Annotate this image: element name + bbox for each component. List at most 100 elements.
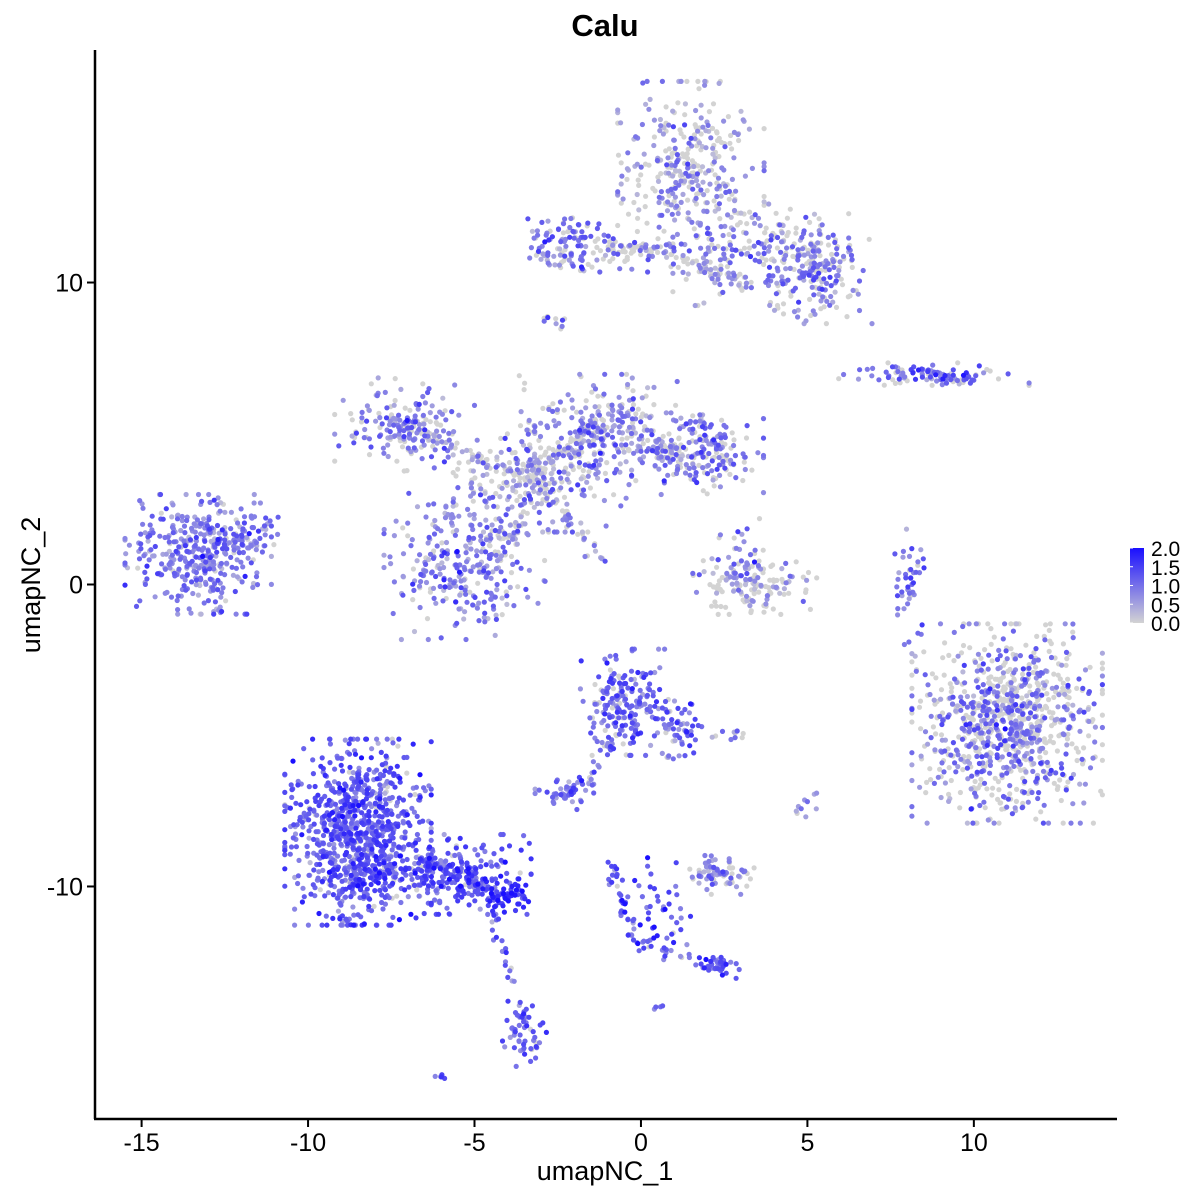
cell-point xyxy=(615,251,621,257)
cell-point xyxy=(208,538,214,545)
cell-point xyxy=(610,256,616,262)
cell-point xyxy=(575,531,581,537)
cell-point xyxy=(1018,767,1024,773)
cell-point xyxy=(562,236,569,242)
cell-point xyxy=(467,589,473,595)
cell-point xyxy=(310,882,316,888)
cell-point xyxy=(437,583,443,590)
cell-point xyxy=(317,887,323,893)
cell-point xyxy=(664,455,671,461)
cell-point xyxy=(955,752,961,758)
cell-point xyxy=(789,244,796,250)
cell-point xyxy=(377,782,383,788)
cell-point xyxy=(602,558,608,564)
cell-point xyxy=(604,460,610,466)
cell-point xyxy=(943,380,950,386)
cell-point xyxy=(498,553,505,559)
cell-point xyxy=(464,559,470,565)
cell-point xyxy=(1002,686,1008,692)
cell-point xyxy=(411,587,417,594)
cell-point xyxy=(392,874,398,880)
cell-point xyxy=(647,903,653,910)
cell-point xyxy=(331,779,338,785)
cell-point xyxy=(692,737,699,743)
cell-point xyxy=(368,381,374,387)
cell-point xyxy=(1061,717,1067,723)
cell-point xyxy=(1017,738,1023,744)
cell-point xyxy=(989,792,995,798)
cell-point xyxy=(366,452,373,458)
cell-point xyxy=(405,520,411,526)
cell-point xyxy=(613,652,619,659)
cell-point xyxy=(484,464,490,470)
cell-point xyxy=(700,179,706,185)
cell-point xyxy=(800,273,807,279)
cell-point xyxy=(431,531,438,537)
cell-point xyxy=(446,437,452,443)
cell-point xyxy=(633,411,639,417)
cell-point xyxy=(234,574,240,580)
cell-point xyxy=(474,553,480,559)
cell-point xyxy=(629,646,635,652)
cell-point xyxy=(642,244,649,250)
cell-point xyxy=(516,373,522,379)
cell-point xyxy=(817,231,823,237)
cell-point xyxy=(691,163,697,170)
cell-point xyxy=(637,247,643,254)
cell-point xyxy=(332,431,338,437)
cell-point xyxy=(400,820,407,826)
cell-point xyxy=(1025,715,1032,722)
cell-point xyxy=(657,665,663,671)
cell-point xyxy=(742,274,749,280)
cell-point xyxy=(456,460,462,466)
cell-point xyxy=(709,556,715,562)
cell-point xyxy=(619,371,625,377)
cell-point xyxy=(654,893,661,899)
cell-point xyxy=(466,534,472,541)
cell-point xyxy=(387,429,393,435)
cell-point xyxy=(201,516,207,522)
cell-point xyxy=(909,762,915,768)
cell-point xyxy=(1014,786,1020,793)
cell-point xyxy=(974,668,980,674)
cell-point xyxy=(700,124,706,130)
cell-point xyxy=(1092,739,1098,745)
cell-point xyxy=(1065,731,1071,738)
cell-point xyxy=(952,760,958,766)
cell-point xyxy=(1000,793,1007,800)
cell-point xyxy=(783,266,789,272)
cell-point xyxy=(536,437,542,443)
cell-point xyxy=(968,786,974,792)
cell-point xyxy=(543,232,549,238)
cell-point xyxy=(138,541,144,547)
cell-point xyxy=(349,417,355,423)
cell-point xyxy=(511,1045,517,1051)
cell-point xyxy=(924,820,930,826)
cell-point xyxy=(292,831,299,837)
cell-point xyxy=(1032,714,1038,720)
cell-point xyxy=(743,284,749,290)
cell-point xyxy=(1020,716,1026,722)
cell-point xyxy=(253,547,259,553)
cell-point xyxy=(589,264,595,270)
cell-point xyxy=(960,623,966,630)
cell-point xyxy=(1066,695,1072,701)
cell-point xyxy=(1077,781,1083,787)
cell-point xyxy=(881,382,887,388)
cell-point xyxy=(335,908,341,914)
cell-point xyxy=(1018,721,1024,728)
cell-point xyxy=(338,755,344,762)
cell-point xyxy=(232,539,238,545)
cell-point xyxy=(1015,749,1021,755)
cell-point xyxy=(306,784,312,790)
cell-point xyxy=(388,561,394,567)
cell-point xyxy=(454,620,460,626)
cell-point xyxy=(674,892,680,898)
cell-point xyxy=(636,182,642,188)
cell-point xyxy=(339,878,345,884)
cell-point xyxy=(595,425,601,431)
cell-point xyxy=(955,360,961,366)
cell-point xyxy=(699,164,706,170)
cell-point xyxy=(536,509,542,515)
cell-point xyxy=(502,1044,508,1050)
